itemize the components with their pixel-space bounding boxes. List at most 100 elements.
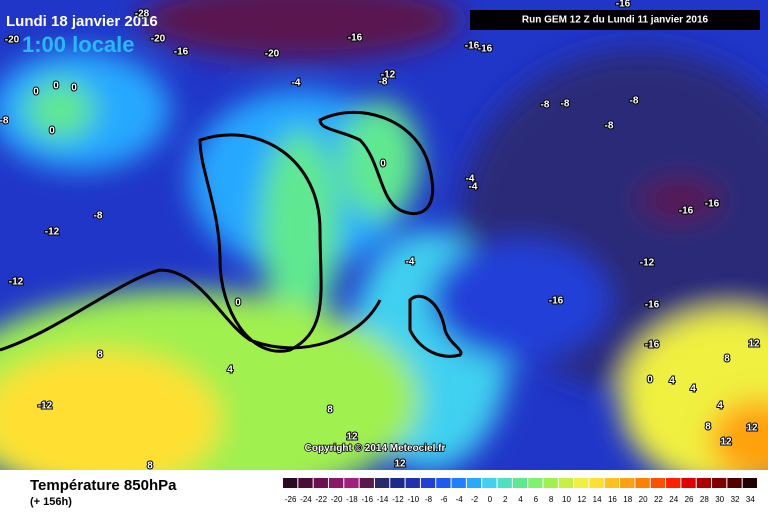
contour-label: -20 bbox=[265, 49, 280, 60]
legend-swatch bbox=[681, 478, 696, 488]
legend-swatch bbox=[589, 478, 604, 488]
legend-label: 16 bbox=[608, 495, 617, 504]
contour-label: -8 bbox=[379, 77, 388, 88]
contour-label: -12 bbox=[640, 258, 655, 269]
legend-label: -14 bbox=[377, 495, 389, 504]
contour-label: 0 bbox=[380, 159, 386, 170]
legend-swatch bbox=[405, 478, 420, 488]
legend-label: 32 bbox=[731, 495, 740, 504]
legend-label: 12 bbox=[577, 495, 586, 504]
contour-label: 12 bbox=[746, 423, 758, 434]
legend-label: 18 bbox=[623, 495, 632, 504]
contour-label: 4 bbox=[669, 376, 675, 387]
run-info: Run GEM 12 Z du Lundi 11 janvier 2016 bbox=[522, 15, 709, 26]
legend-label: 20 bbox=[639, 495, 648, 504]
contour-label: 4 bbox=[690, 384, 696, 395]
contour-label: 12 bbox=[346, 432, 358, 443]
legend-swatch bbox=[558, 478, 574, 488]
legend-label: -6 bbox=[440, 495, 448, 504]
legend-swatch bbox=[359, 478, 374, 488]
legend-swatch bbox=[712, 478, 727, 488]
legend-swatch bbox=[696, 478, 712, 488]
legend-swatch bbox=[420, 478, 436, 488]
contour-label: -16 bbox=[478, 44, 493, 55]
legend-label: 10 bbox=[562, 495, 571, 504]
forecast-lead: (+ 156h) bbox=[30, 496, 72, 508]
legend-label: 8 bbox=[549, 495, 554, 504]
legend-swatch bbox=[528, 478, 543, 488]
legend-swatch bbox=[666, 478, 681, 488]
legend-label: -4 bbox=[456, 495, 464, 504]
contour-label: -8 bbox=[561, 99, 570, 110]
contour-label: -16 bbox=[616, 0, 631, 10]
legend-swatch bbox=[650, 478, 666, 488]
contour-label: -16 bbox=[645, 300, 660, 311]
legend-swatch bbox=[742, 478, 757, 488]
contour-label: -4 bbox=[292, 78, 301, 89]
legend-swatch bbox=[390, 478, 405, 488]
contour-label: -28 bbox=[135, 9, 150, 20]
legend-label: 28 bbox=[700, 495, 709, 504]
legend-swatch bbox=[620, 478, 635, 488]
contour-label: 0 bbox=[49, 126, 55, 137]
legend-label: -18 bbox=[346, 495, 358, 504]
legend-swatch bbox=[328, 478, 344, 488]
contour-label: 8 bbox=[97, 350, 103, 361]
legend-label: -10 bbox=[407, 495, 419, 504]
legend-label: 14 bbox=[593, 495, 602, 504]
contour-label: -16 bbox=[174, 47, 189, 58]
contour-label: 8 bbox=[705, 422, 711, 433]
legend-swatch bbox=[466, 478, 482, 488]
legend-swatch bbox=[374, 478, 390, 488]
contour-label: -16 bbox=[348, 33, 363, 44]
legend-label: -16 bbox=[361, 495, 373, 504]
contour-label: -16 bbox=[549, 296, 564, 307]
run-box bbox=[470, 10, 760, 30]
legend-label: -22 bbox=[316, 495, 328, 504]
contour-label: 0 bbox=[235, 298, 241, 309]
contour-label: 4 bbox=[227, 365, 233, 376]
contour-label: 4 bbox=[717, 401, 723, 412]
contour-label: 0 bbox=[53, 81, 59, 92]
local-time: 1:00 locale bbox=[22, 32, 135, 57]
legend-label: 6 bbox=[534, 495, 539, 504]
legend-label: 22 bbox=[654, 495, 663, 504]
legend-swatch bbox=[482, 478, 497, 488]
contour-label: -8 bbox=[94, 211, 103, 222]
legend-swatch bbox=[451, 478, 466, 488]
contour-label: -12 bbox=[38, 401, 53, 412]
legend-swatch bbox=[497, 478, 512, 488]
legend-label: -20 bbox=[331, 495, 343, 504]
contour-label: -16 bbox=[679, 206, 694, 217]
legend-swatch bbox=[512, 478, 528, 488]
contour-label: -4 bbox=[466, 174, 475, 185]
contour-label: -12 bbox=[9, 277, 24, 288]
contour-label: 0 bbox=[71, 83, 77, 94]
legend-label: -2 bbox=[471, 495, 479, 504]
contour-label: 8 bbox=[147, 461, 153, 470]
contour-label: -8 bbox=[605, 121, 614, 132]
legend-label: 24 bbox=[669, 495, 678, 504]
legend-swatch bbox=[344, 478, 359, 488]
contour-label: 0 bbox=[647, 375, 653, 386]
legend-label: -26 bbox=[285, 495, 297, 504]
footer-title: Température 850hPa bbox=[30, 477, 177, 494]
contour-label: -16 bbox=[465, 41, 480, 52]
contour-label: -16 bbox=[645, 340, 660, 351]
contour-label: 12 bbox=[394, 459, 406, 470]
contour-label: -8 bbox=[541, 100, 550, 111]
contour-label: -20 bbox=[5, 35, 20, 46]
contour-label: -8 bbox=[0, 116, 9, 127]
legend-label: -24 bbox=[300, 495, 312, 504]
legend-swatch bbox=[635, 478, 650, 488]
legend-swatch bbox=[574, 478, 589, 488]
legend-swatch bbox=[543, 478, 558, 488]
contour-label: -4 bbox=[469, 182, 478, 193]
contour-label: 8 bbox=[724, 354, 730, 365]
legend-label: 30 bbox=[715, 495, 724, 504]
map-title: Lundi 18 janvier 2016 bbox=[6, 13, 158, 30]
contour-label: -4 bbox=[406, 257, 415, 268]
contour-label: -12 bbox=[381, 70, 396, 81]
contour-label: 12 bbox=[720, 437, 732, 448]
